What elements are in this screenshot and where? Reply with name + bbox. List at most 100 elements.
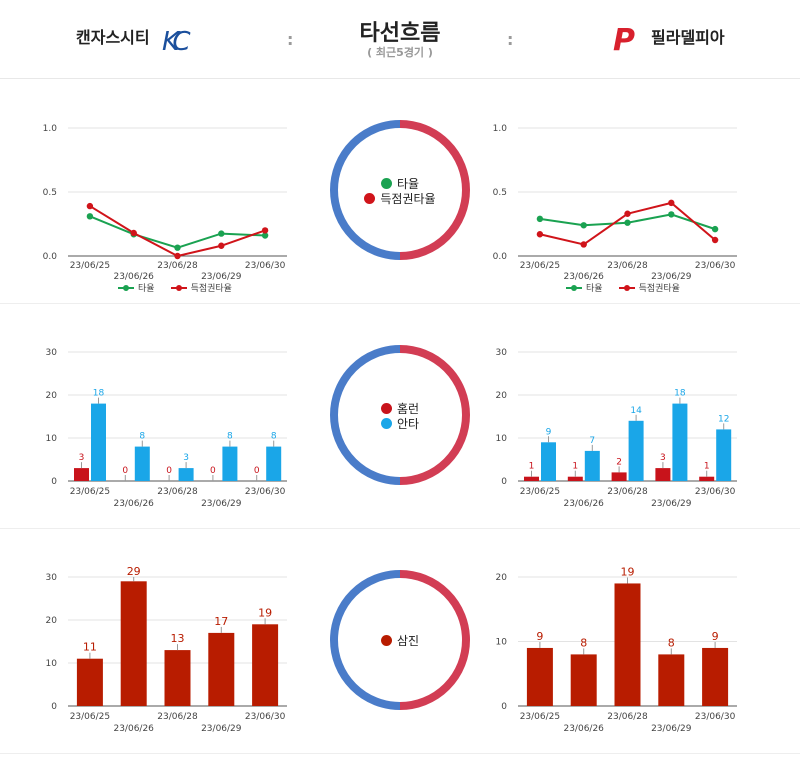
- data-point: [668, 211, 675, 218]
- legend-scoring: 득점권타율: [638, 284, 680, 294]
- bar: [716, 429, 732, 481]
- y-tick-label: 10: [496, 638, 508, 648]
- data-label: 8: [227, 432, 233, 442]
- team-name-right: 필라델피아: [651, 28, 725, 47]
- legend-scoring: 득점권타율: [190, 284, 232, 294]
- phi-hits-chart: 010203023/06/2523/06/2623/06/2823/06/292…: [496, 348, 737, 509]
- bar: [252, 624, 279, 706]
- data-label: 1: [704, 462, 710, 472]
- x-tick-label: 23/06/30: [245, 712, 286, 722]
- x-tick-label: 23/06/26: [113, 724, 154, 734]
- data-label: 17: [214, 615, 228, 628]
- hits-dot: [380, 418, 392, 429]
- y-tick-label: 0.5: [493, 188, 507, 198]
- data-label: 9: [536, 630, 543, 643]
- data-label: 13: [171, 632, 185, 645]
- y-tick-label: 0: [501, 702, 507, 712]
- data-label: 7: [589, 436, 595, 446]
- data-label: 3: [660, 453, 666, 463]
- bar: [208, 632, 235, 706]
- x-tick-label: 23/06/26: [113, 499, 154, 509]
- data-label: 19: [258, 606, 272, 619]
- phi-logo-lettering: P: [613, 23, 635, 58]
- data-point: [711, 236, 719, 244]
- x-tick-label: 23/06/25: [520, 261, 560, 271]
- y-tick-label: 30: [46, 573, 58, 583]
- philadelphia-logo: P: [613, 23, 635, 58]
- data-label: 0: [210, 466, 216, 476]
- x-tick-label: 23/06/28: [607, 712, 648, 722]
- kc-strikeout-chart: 010203023/06/2523/06/2623/06/2823/06/292…: [46, 565, 287, 734]
- data-label: 0: [254, 466, 260, 476]
- data-point: [711, 225, 719, 233]
- y-tick-label: 1.0: [493, 124, 508, 134]
- y-tick-label: 10: [496, 434, 508, 444]
- x-tick-label: 23/06/26: [563, 499, 604, 509]
- data-point: [536, 215, 544, 223]
- bar: [567, 476, 583, 481]
- x-tick-label: 23/06/29: [651, 272, 692, 282]
- average-ring: 타율 득점권타율: [330, 120, 470, 260]
- x-tick-label: 23/06/30: [695, 712, 736, 722]
- data-label: 18: [93, 389, 105, 399]
- x-tick-label: 23/06/26: [113, 272, 154, 282]
- data-point: [218, 242, 225, 249]
- legend-avg: 타율: [138, 284, 155, 294]
- scoring-dot: [364, 193, 376, 204]
- header: 캔자스시티 KC : 타선흐름 ( 최근5경기 ) : P 필라델피아: [0, 0, 800, 79]
- strikeout-ring: 삼진: [330, 570, 470, 710]
- data-label: 14: [630, 406, 642, 416]
- y-tick-label: 30: [46, 348, 58, 358]
- data-label: 3: [183, 453, 189, 463]
- bar: [76, 658, 103, 706]
- y-tick-label: 10: [46, 434, 58, 444]
- bar: [699, 476, 715, 481]
- kc-hits-chart: 010203023/06/2523/06/2623/06/2823/06/292…: [46, 348, 287, 509]
- bar: [584, 450, 600, 481]
- data-point: [218, 230, 225, 237]
- bar: [178, 468, 194, 481]
- data-point: [668, 199, 675, 207]
- data-label: 1: [529, 462, 535, 472]
- y-tick-label: 1.0: [43, 124, 58, 134]
- data-label: 9: [546, 427, 552, 437]
- y-tick-label: 0.0: [43, 252, 58, 262]
- data-label: 29: [127, 565, 141, 578]
- bar: [655, 468, 671, 481]
- x-tick-label: 23/06/26: [563, 272, 604, 282]
- bar: [672, 403, 688, 481]
- phi-average-chart: 0.0 0.5 1.0 23/06/2523/06/2623/06/2823/06/2…: [493, 124, 737, 282]
- bar: [74, 468, 89, 481]
- x-tick-label: 23/06/29: [201, 499, 242, 509]
- x-tick-label: 23/06/29: [651, 499, 692, 509]
- section-divider: [0, 528, 800, 529]
- data-point: [86, 202, 94, 210]
- data-label: 8: [580, 636, 587, 649]
- x-tick-label: 23/06/25: [520, 712, 560, 722]
- kc-average-legend: 타율 득점권타율: [118, 281, 248, 294]
- y-tick-label: 0: [51, 477, 57, 487]
- x-tick-label: 23/06/25: [520, 487, 560, 497]
- bar: [266, 446, 282, 481]
- page-title: 타선흐름: [359, 21, 441, 46]
- data-point: [130, 229, 137, 237]
- strikeout-ring-legend: 삼진: [330, 633, 470, 648]
- bar: [702, 647, 729, 706]
- x-tick-label: 23/06/25: [70, 487, 110, 497]
- x-tick-label: 23/06/29: [651, 724, 692, 734]
- x-tick-label: 23/06/28: [157, 712, 198, 722]
- data-label: 19: [621, 565, 635, 578]
- ring-label-homerun: 홈런: [396, 402, 420, 416]
- hits-ring-legend: 홈런 안타: [330, 401, 470, 431]
- ring-graphic: [330, 570, 470, 710]
- x-tick-label: 23/06/30: [245, 487, 286, 497]
- x-tick-label: 23/06/26: [563, 724, 604, 734]
- x-tick-label: 23/06/28: [157, 261, 198, 271]
- data-point: [174, 252, 181, 260]
- phi-strikeout-chart: 0 10 20 23/06/2523/06/2623/06/2823/06/2923/…: [496, 565, 737, 734]
- y-tick-label: 0: [51, 702, 57, 712]
- x-tick-label: 23/06/28: [607, 261, 648, 271]
- bar: [164, 650, 191, 706]
- kansas-city-logo: KC: [162, 27, 194, 57]
- data-label: 2: [616, 457, 622, 467]
